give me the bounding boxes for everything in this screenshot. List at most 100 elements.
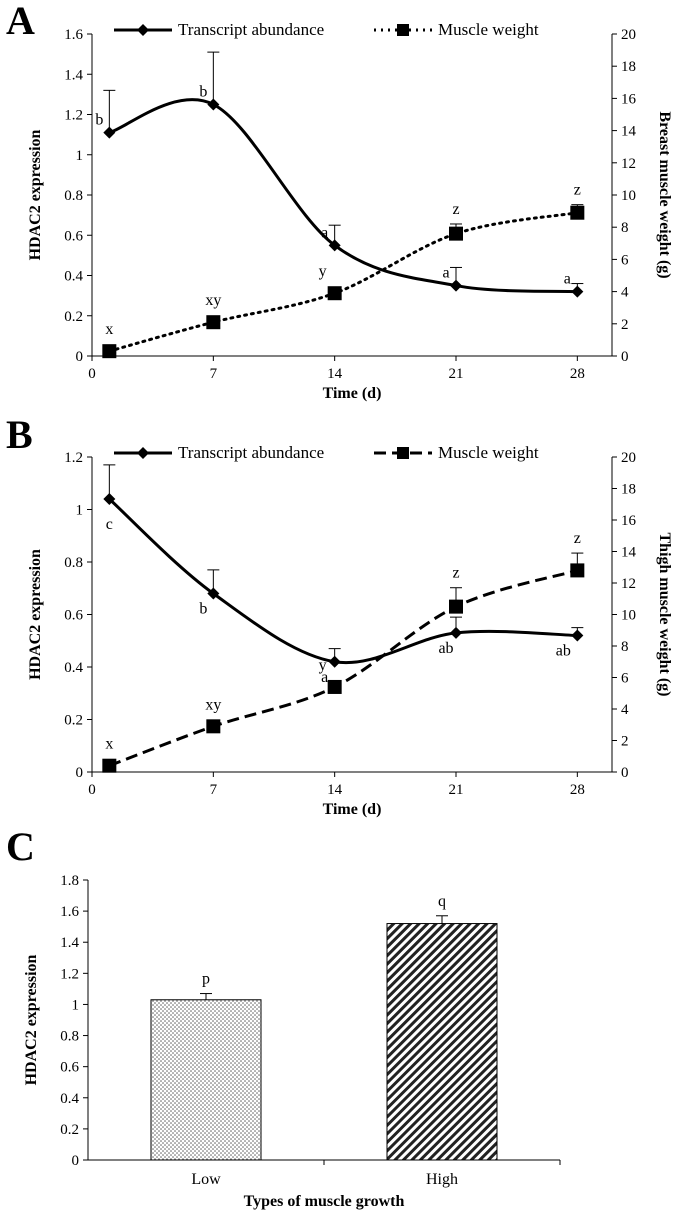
panel-b-point-square <box>327 679 342 694</box>
panel-a-y2tick-label: 20 <box>621 27 636 43</box>
panel-b-legend-marker-square <box>397 447 409 459</box>
panel-b-point-diamond <box>328 655 341 668</box>
panel-b-significance-label: x <box>105 736 113 753</box>
panel-a-y2tick-label: 6 <box>621 252 629 268</box>
panel-b-y2tick-label: 18 <box>621 482 636 498</box>
panel-a-series-line-muscle <box>107 211 579 353</box>
panel-a-significance-label: z <box>574 182 581 199</box>
panel-a-ytick-label: 0.8 <box>64 188 83 204</box>
panel-b-y2tick-label: 2 <box>621 734 629 750</box>
panel-b-legend-label-transcript: Transcript abundance <box>178 443 324 462</box>
panel-a-y2tick-label: 18 <box>621 59 636 75</box>
panel-c-ytick-label: 1 <box>72 997 80 1013</box>
panel-b-significance-label: c <box>106 516 113 533</box>
panel-b-point-square <box>206 719 221 734</box>
panel-b-y2tick-label: 14 <box>621 545 637 561</box>
panel-b-xtick-label: 21 <box>449 782 464 798</box>
panel-a-xtick-label: 0 <box>88 366 96 382</box>
panel-b-xtick-label: 28 <box>570 782 585 798</box>
panel-a-ytick-label: 1.6 <box>64 27 83 43</box>
panel-letter-b: B <box>6 412 33 457</box>
panel-b-y2tick-label: 6 <box>621 671 629 687</box>
panel-c-ytick-label: 0.6 <box>60 1060 79 1076</box>
panel-a-chart: 0 0.2 0.4 0.6 0.8 1 1.2 1.4 1.6 0 2 4 6 8 10 12 14 16 18 20… <box>27 20 673 402</box>
panel-b-chart: 0 0.2 0.4 0.6 0.8 1 1.2 0 2 4 6 8 10 12 14 16 18 20 0 7 14 21… <box>27 443 673 818</box>
panel-a-ytick-label: 1 <box>76 148 84 164</box>
panel-a-significance-label: a <box>442 265 449 282</box>
panel-a-y2tick-label: 2 <box>621 317 629 333</box>
panel-a-significance-label: a <box>564 271 571 288</box>
panel-a-point-diamond <box>207 98 220 111</box>
panel-b-point-square <box>570 563 585 578</box>
panel-a-significance-label: a <box>321 224 328 241</box>
panel-a-xtick-label: 28 <box>570 366 585 382</box>
panel-a-significance-label: z <box>452 201 459 218</box>
panel-b-ytick-label: 0 <box>76 765 84 781</box>
panel-a-significance-label: b <box>199 83 207 100</box>
panel-a-series-line-transcript <box>108 98 578 294</box>
panel-a-legend-marker-diamond <box>137 24 149 36</box>
panel-c-ytick-label: 1.4 <box>60 935 79 951</box>
panel-b-y2-axis-title: Thigh muscle weight (g) <box>656 533 673 697</box>
panel-c-y-axis-title: HDAC2 expression <box>23 954 40 1085</box>
panel-a-ytick-label: 0.6 <box>64 228 83 244</box>
panel-b-y2tick-label: 12 <box>621 576 636 592</box>
panel-b-significance-label: a <box>321 669 328 686</box>
panel-c-ytick-label: 0.2 <box>60 1122 79 1138</box>
panel-a-y-axis-title: HDAC2 expression <box>27 129 44 260</box>
panel-b-point-square <box>449 599 463 614</box>
panel-b-xtick-label: 14 <box>327 782 343 798</box>
panel-b-ytick-label: 0.6 <box>64 608 83 624</box>
panel-a-point-diamond <box>571 285 584 298</box>
panel-a-significance-label: x <box>105 321 113 338</box>
panel-b-significance-label: z <box>574 530 581 547</box>
panel-b-significance-label: ab <box>556 643 571 660</box>
panel-b-significance-label: ab <box>438 640 453 657</box>
panel-a-ytick-label: 0 <box>76 349 84 365</box>
panel-a-y2-axis-title: Breast muscle weight (g) <box>656 111 673 278</box>
panel-a-point-square <box>570 205 585 220</box>
panel-a-y2tick-label: 16 <box>621 91 637 107</box>
panel-b-significance-label: y <box>319 657 327 674</box>
panel-b-point-diamond <box>207 587 220 600</box>
panel-c-ytick-label: 1.2 <box>60 966 79 982</box>
panel-c-ytick-label: 1.8 <box>60 873 79 889</box>
panel-a-y2tick-label: 0 <box>621 349 629 365</box>
panel-a-ytick-label: 0.4 <box>64 269 83 285</box>
panel-b-point-diamond <box>450 626 462 639</box>
panel-b-y2tick-label: 0 <box>621 765 629 781</box>
panel-c-x-axis-title: Types of muscle growth <box>244 1193 405 1210</box>
panel-a-point-square <box>102 344 117 359</box>
panel-a-y2tick-label: 8 <box>621 220 629 236</box>
panel-b-x-axis-title: Time (d) <box>323 801 382 818</box>
panel-b-legend-label-muscle: Muscle weight <box>438 443 539 462</box>
panel-c-ytick-label: 0 <box>72 1153 80 1169</box>
panel-a-significance-label: b <box>95 112 103 129</box>
panel-c-ytick-label: 0.8 <box>60 1029 79 1045</box>
panel-c-category-label: Low <box>191 1171 221 1188</box>
panel-a-point-diamond <box>328 239 341 252</box>
panel-a-point-diamond <box>103 126 116 139</box>
panel-c-ytick-label: 1.6 <box>60 904 79 920</box>
panel-a-y2tick-label: 4 <box>621 285 629 301</box>
panel-b-legend-marker-diamond <box>137 447 149 459</box>
panel-a-y2tick-label: 10 <box>621 188 636 204</box>
panel-b-y2tick-label: 20 <box>621 450 636 466</box>
panel-c-category-label: High <box>426 1171 458 1188</box>
panel-b-xtick-label: 7 <box>210 782 218 798</box>
panel-b-series-line-muscle <box>108 568 578 768</box>
panel-c-bar-low <box>150 999 262 1161</box>
panel-a-y2tick-label: 14 <box>621 124 637 140</box>
panel-a-point-square <box>327 286 342 301</box>
panel-b-ytick-label: 0.2 <box>64 713 83 729</box>
panel-a-point-diamond <box>450 279 462 292</box>
panel-b-y2tick-label: 4 <box>621 702 629 718</box>
panel-b-y2tick-label: 8 <box>621 639 629 655</box>
panel-a-ytick-label: 1.2 <box>64 108 83 124</box>
panel-b-significance-label: z <box>452 565 459 582</box>
panel-b-series-line-transcript <box>108 497 578 665</box>
panel-a-point-square <box>206 315 221 330</box>
panel-a-legend-label-transcript: Transcript abundance <box>178 20 324 39</box>
panel-a-point-square <box>449 226 463 241</box>
